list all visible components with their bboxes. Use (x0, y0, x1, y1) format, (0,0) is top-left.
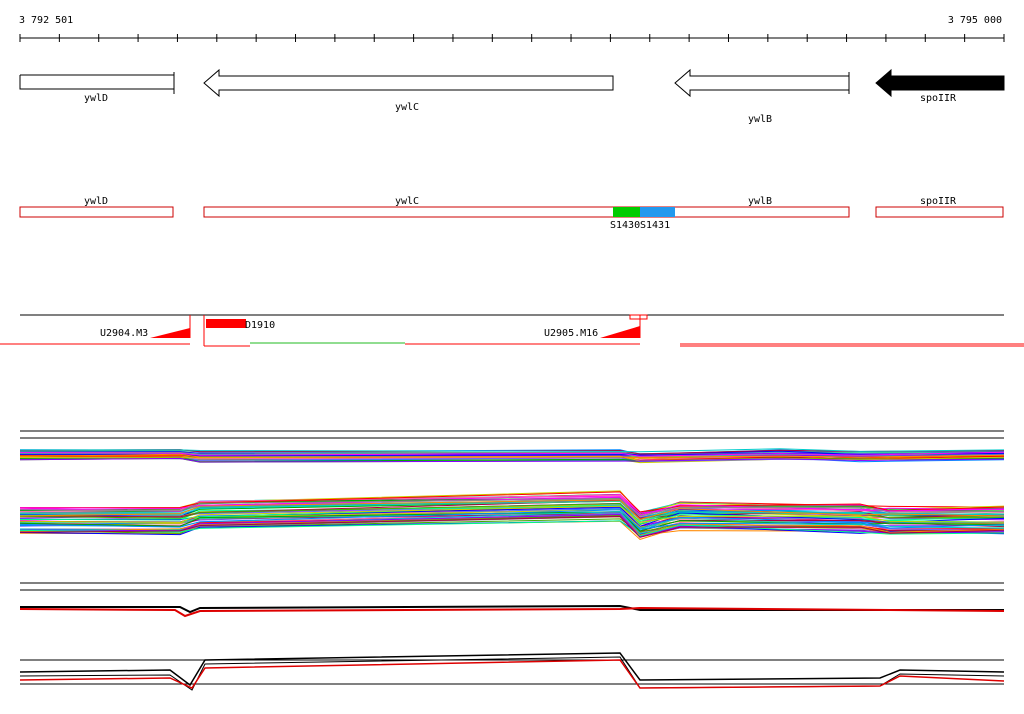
marker-triangle-U2905[interactable] (600, 326, 640, 338)
profile-line (19, 498, 1005, 517)
gene-ywlD[interactable]: ywlD (19, 72, 175, 104)
segment-ywlD[interactable] (19, 206, 174, 218)
gene-arrow-ywlC[interactable] (203, 68, 614, 98)
gene-ywlC[interactable]: ywlC (203, 68, 614, 113)
gene-label-ywlB: ywlB (748, 114, 772, 125)
segment-track: ywlD ywlC ywlB spoIIR S1430 S1431 (19, 196, 1004, 231)
profile-line (19, 448, 1005, 453)
marker-label-U2904: U2904.M3 (100, 328, 148, 339)
marker-track: U2904.M3 D1910 U2905.M16 (0, 314, 1024, 347)
segment-feature-S1431[interactable] (640, 207, 675, 217)
profile-line (19, 499, 1005, 520)
profile-line (19, 520, 1005, 537)
marker-triangle-U2904[interactable] (150, 328, 190, 338)
profile-line (19, 513, 1005, 538)
profile-line (19, 511, 1005, 532)
position-ruler: 3 792 501 3 795 000 (19, 15, 1005, 42)
gene-label-spoIIR: spoIIR (920, 93, 957, 104)
gene-ywlB[interactable]: ywlB (674, 68, 850, 125)
marker-small-box[interactable] (629, 314, 648, 320)
gene-arrow-ywlD[interactable] (19, 72, 175, 94)
segment-label-ywlD: ywlD (84, 196, 108, 207)
expression-track-2 (19, 490, 1005, 540)
track3-red-line (19, 606, 1005, 618)
gene-arrow-ywlB[interactable] (674, 68, 850, 98)
segment-feature-label-S1431: S1431 (640, 220, 670, 231)
profile-line (19, 509, 1005, 530)
profile-line (19, 451, 1005, 457)
marker-box-D1910[interactable] (206, 319, 246, 328)
profile-line (19, 455, 1005, 462)
gene-label-ywlD: ywlD (84, 93, 108, 104)
track1-profile-lines (19, 448, 1005, 464)
profile-line (19, 491, 1005, 513)
segment-feature-S1430[interactable] (613, 207, 640, 217)
track3-black-line (20, 604, 1004, 614)
expression-track-4 (19, 652, 1005, 691)
profile-line (19, 502, 1005, 525)
gene-arrow-spoIIR[interactable] (875, 68, 1005, 98)
track4-black-line-2 (19, 656, 1005, 691)
gene-track: ywlD ywlC ywlB spoIIR (19, 68, 1005, 125)
profile-line (19, 515, 1005, 538)
segment-ywlC-ywlB[interactable] (203, 206, 850, 218)
track4-red-line (19, 659, 1005, 689)
ruler-end-label: 3 795 000 (948, 15, 1002, 26)
track2-profile-lines (19, 490, 1005, 540)
segment-label-ywlC: ywlC (395, 196, 419, 207)
expression-track-1 (19, 430, 1005, 464)
segment-spoIIR[interactable] (875, 206, 1004, 218)
marker-label-U2905: U2905.M16 (544, 328, 598, 339)
gene-spoIIR[interactable]: spoIIR (875, 68, 1005, 104)
marker-label-D1910: D1910 (245, 320, 275, 331)
ruler-ticks (19, 34, 1005, 42)
profile-line (19, 457, 1005, 463)
profile-line (19, 453, 1005, 458)
profile-line (19, 500, 1005, 519)
gene-label-ywlC: ywlC (395, 102, 419, 113)
expression-track-3 (19, 582, 1005, 618)
track4-black-line-1 (19, 652, 1005, 687)
profile-line (19, 505, 1005, 524)
segment-feature-label-S1430: S1430 (610, 220, 640, 231)
ruler-start-label: 3 792 501 (19, 15, 73, 26)
segment-label-spoIIR: spoIIR (920, 196, 957, 207)
segment-label-ywlB: ywlB (748, 196, 772, 207)
